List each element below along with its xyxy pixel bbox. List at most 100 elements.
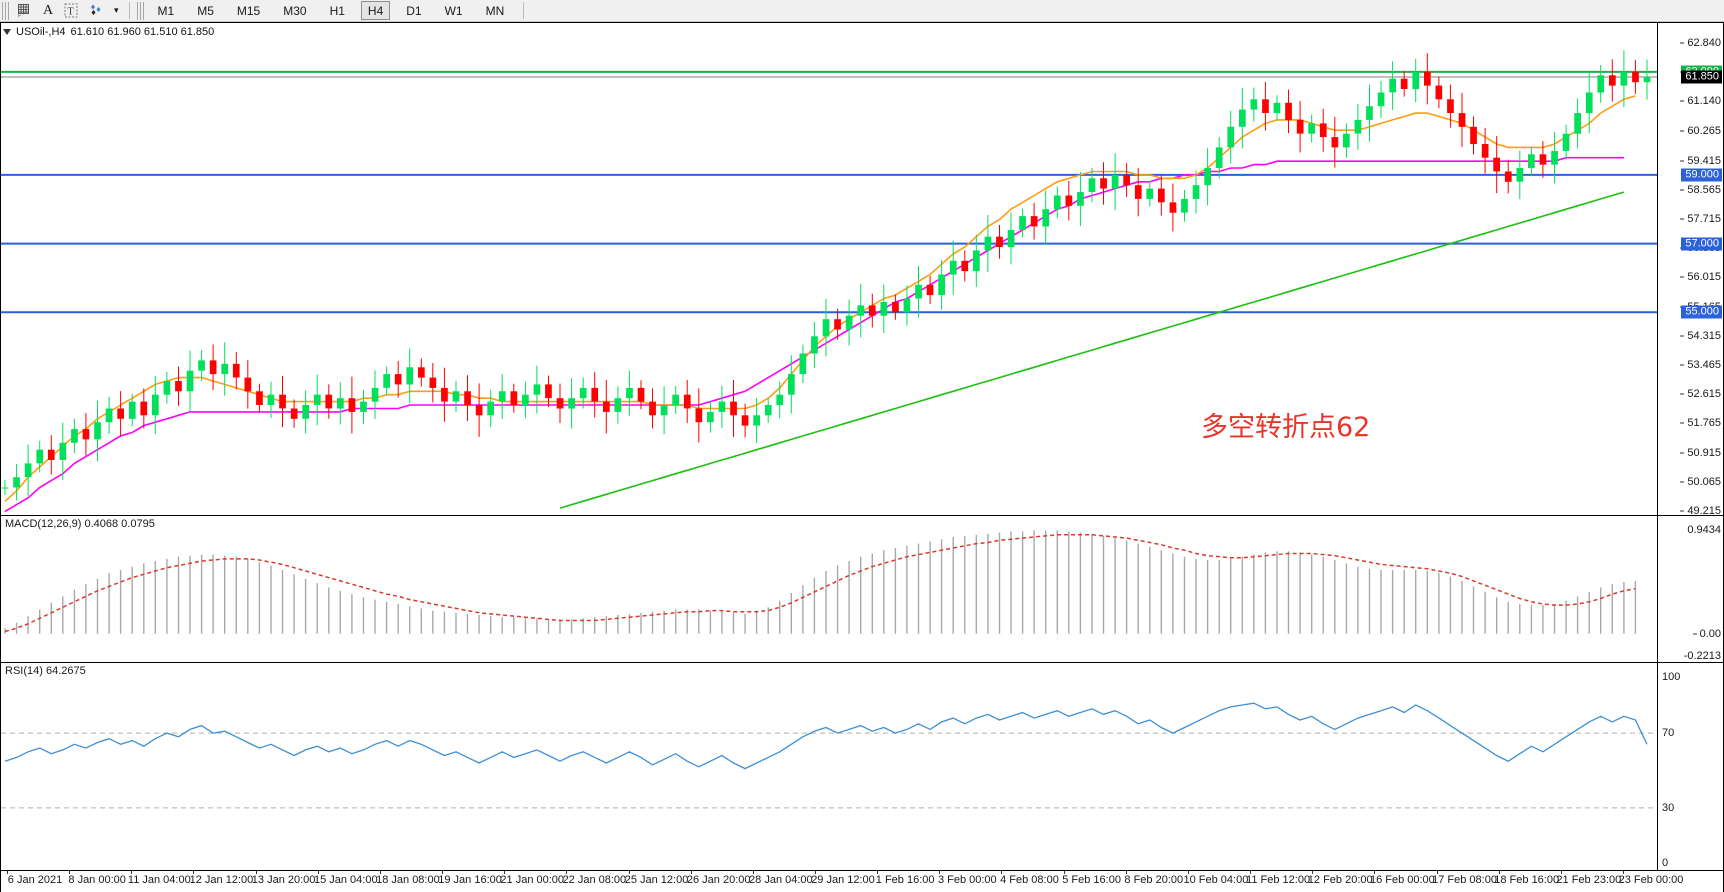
- symbol-header: USOil-,H4 61.610 61.960 61.510 61.850: [3, 26, 214, 38]
- text-box-icon[interactable]: T: [59, 1, 83, 21]
- timeframe-grip[interactable]: [136, 1, 144, 20]
- price-axis-tick: 61.140: [1680, 95, 1721, 107]
- time-axis-tick: 8 Feb 20:00: [1124, 874, 1184, 886]
- pane-separator-2: [1, 662, 1723, 663]
- time-axis-tick: 28 Jan 04:00: [749, 874, 813, 886]
- time-tick-mark: [752, 871, 754, 874]
- macd-axis: 0.9434 0.00 -0.2213: [1657, 516, 1723, 662]
- symbol-name: USOil-,H4: [16, 26, 66, 38]
- time-tick-mark: [877, 871, 879, 874]
- objects-glyph: [91, 4, 101, 15]
- time-tick-mark: [815, 871, 816, 874]
- time-tick-mark: [504, 871, 506, 874]
- rsi-label: RSI(14) 64.2675: [5, 665, 86, 677]
- timeframe-m5[interactable]: M5: [197, 4, 214, 18]
- tick-mark: [1680, 510, 1685, 512]
- price-axis-tick: 52.615: [1680, 388, 1721, 400]
- macd-pane[interactable]: MACD(12,26,9) 0.4068 0.0795 0.9434 0.00 -0…: [1, 516, 1723, 662]
- timeframe-m15[interactable]: M15: [236, 4, 261, 18]
- time-tick-mark: [1374, 871, 1376, 874]
- price-level-badge[interactable]: 57.000: [1681, 237, 1722, 251]
- objects-dropdown-arrow-icon[interactable]: ▾: [114, 5, 119, 15]
- macd-axis-tick: -0.2213: [1683, 650, 1721, 662]
- pane-separator-1: [1, 515, 1723, 516]
- time-axis-tick: 18 Jan 08:00: [376, 874, 440, 886]
- tick-mark: [1680, 160, 1685, 162]
- svg-text:F: F: [18, 14, 21, 19]
- time-tick-mark: [317, 871, 319, 874]
- timeframe-h1[interactable]: H1: [329, 4, 345, 18]
- time-tick-mark: [255, 871, 257, 874]
- time-tick-mark: [1125, 871, 1127, 874]
- macd-plot-area[interactable]: [1, 516, 1657, 662]
- price-axis-tick: 50.065: [1680, 476, 1721, 488]
- price-level-badge[interactable]: 59.000: [1681, 168, 1722, 182]
- time-axis-tick: 10 Feb 04:00: [1183, 874, 1249, 886]
- tick-mark: [1680, 364, 1685, 366]
- chart-annotation-text[interactable]: 多空转折点62: [1201, 412, 1371, 443]
- time-tick-mark: [1560, 871, 1562, 874]
- tick-mark: [1692, 633, 1697, 635]
- macd-axis-tick: 0.00: [1692, 628, 1721, 640]
- price-axis-tick: 60.265: [1680, 125, 1721, 137]
- time-axis-tick: 19 Jan 16:00: [438, 874, 502, 886]
- text-label-icon[interactable]: A: [42, 2, 54, 18]
- time-axis-tick: 1 Feb 16:00: [875, 874, 935, 886]
- time-axis-tick: 3 Feb 00:00: [937, 874, 997, 886]
- grid-templates-glyph: F: [18, 4, 29, 19]
- time-axis-tick: 5 Feb 16:00: [1062, 874, 1121, 886]
- time-tick-mark: [379, 871, 381, 874]
- rsi-axis-tick: 100: [1662, 671, 1681, 683]
- tick-mark: [1680, 393, 1685, 395]
- price-level-badge[interactable]: 55.000: [1681, 305, 1722, 319]
- grid-templates-icon[interactable]: F: [12, 1, 37, 21]
- time-tick-mark: [939, 871, 941, 874]
- time-tick-mark: [1063, 871, 1065, 874]
- main-toolbar: F A T ▾ M1 M5 M15 M30 H1 H4 D1 W1 MN: [0, 0, 1724, 22]
- price-axis-tick: 59.415: [1680, 155, 1721, 167]
- tick-mark: [1680, 335, 1685, 337]
- timeframe-d1[interactable]: D1: [406, 4, 422, 18]
- chart-frame: USOil-,H4 61.610 61.960 61.510 61.850 62…: [0, 22, 1724, 892]
- time-axis-tick: 11 Jan 04:00: [127, 874, 191, 886]
- price-axis-tick: 49.215: [1680, 505, 1721, 515]
- rsi-axis-tick: 70: [1662, 727, 1675, 740]
- timeframe-m30[interactable]: M30: [283, 4, 307, 18]
- time-axis-tick: 15 Jan 04:00: [313, 874, 378, 886]
- tick-mark: [1680, 189, 1685, 191]
- time-tick-mark: [1623, 871, 1624, 874]
- toolbar-separator-2: [523, 2, 525, 19]
- rsi-axis: 100 70 30 0: [1657, 663, 1723, 870]
- rsi-axis-tick: 30: [1662, 801, 1675, 814]
- time-axis-tick: 4 Feb 08:00: [1000, 874, 1059, 886]
- time-axis[interactable]: 6 Jan 2021 8 Jan 00:00 11 Jan 04:00 12 Jan …: [1, 870, 1723, 892]
- time-axis-tick: 29 Jan 12:00: [811, 874, 875, 886]
- rsi-axis-tick: 0: [1662, 857, 1669, 869]
- price-level-badge[interactable]: 61.850: [1681, 70, 1722, 84]
- timeframe-h4[interactable]: H4: [360, 1, 391, 20]
- time-tick-mark: [442, 871, 444, 874]
- price-axis-tick: 58.565: [1680, 184, 1721, 196]
- time-tick-mark: [1001, 871, 1003, 874]
- time-tick-mark: [131, 871, 133, 874]
- timeframe-m1[interactable]: M1: [157, 4, 175, 18]
- rsi-plot-area[interactable]: [1, 663, 1657, 870]
- objects-icon[interactable]: [83, 1, 109, 21]
- macd-chart-svg: [4, 530, 1637, 634]
- price-axis-tick: 56.015: [1680, 271, 1721, 283]
- price-pane[interactable]: USOil-,H4 61.610 61.960 61.510 61.850 62…: [1, 23, 1723, 515]
- timeframe-mn[interactable]: MN: [485, 4, 505, 18]
- timeframe-w1[interactable]: W1: [444, 4, 463, 18]
- price-axis-tick: 53.465: [1680, 359, 1721, 371]
- price-axis-tick: 50.915: [1680, 447, 1721, 459]
- price-plot-area[interactable]: [1, 23, 1657, 515]
- tick-mark: [1680, 100, 1685, 102]
- toolbar-grip[interactable]: [2, 1, 9, 20]
- time-axis-tick: 21 Feb 23:00: [1556, 874, 1622, 886]
- price-axis[interactable]: 62.84061.99061.14060.26559.41558.56557.7…: [1657, 23, 1723, 515]
- time-axis-tick: 26 Jan 20:00: [686, 874, 751, 886]
- time-axis-tick: 18 Feb 16:00: [1494, 874, 1560, 886]
- rsi-pane[interactable]: RSI(14) 64.2675 100 70 30 0: [1, 663, 1723, 870]
- chart-menu-arrow-icon[interactable]: [3, 29, 11, 35]
